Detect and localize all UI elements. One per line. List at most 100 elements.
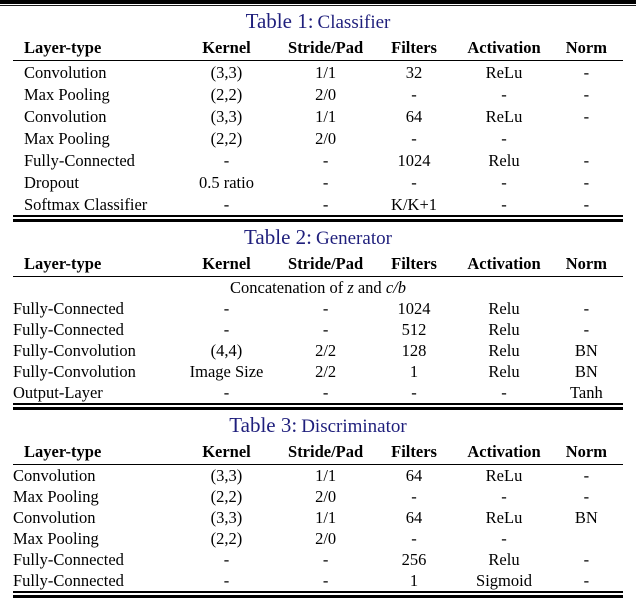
column-header-filters: Filters — [369, 441, 459, 465]
table-cell: - — [223, 150, 230, 170]
table-cell: BN — [574, 508, 598, 527]
column-header-stride-pad: Stride/Pad — [281, 253, 370, 277]
table-cell: (3,3) — [210, 466, 243, 485]
table-cell: Fully-Convolution — [13, 341, 136, 360]
table-1-caption: Table 1: Classifier — [13, 6, 623, 37]
table-cell — [550, 528, 623, 549]
table-row: Convolution (3,3) 1/1 64 ReLu BN — [13, 507, 623, 528]
table-cell: Relu — [488, 550, 520, 569]
table-cell: 2/0 — [315, 84, 337, 104]
table-cell: - — [223, 299, 230, 318]
table-cell: Max Pooling — [13, 529, 99, 548]
table-cell: - — [583, 84, 590, 104]
table-1-bottom-rule-thin — [13, 215, 623, 217]
table-row: Fully-Convolution (4,4) 2/2 128 Relu BN — [13, 340, 623, 361]
table-cell: - — [322, 550, 329, 569]
table-row: Convolution (3,3) 1/1 64 ReLu - — [13, 105, 623, 127]
table-cell: - — [501, 383, 507, 402]
table-cell: - — [223, 320, 230, 339]
table-cell: - — [583, 550, 590, 569]
table-cell: - — [583, 106, 590, 126]
table-cell: 512 — [401, 320, 427, 339]
table-cell: ReLu — [485, 106, 523, 126]
table-cell: 2/0 — [315, 529, 337, 548]
table-cell: (2,2) — [210, 487, 243, 506]
table-cell: Fully-Connected — [13, 550, 124, 569]
table-cell: 1024 — [397, 150, 431, 170]
table-cell: Max Pooling — [13, 487, 99, 506]
table-cell: - — [501, 529, 507, 548]
table-2-caption-title: Generator — [315, 228, 392, 249]
concatenation-cell: Concatenation of z and c/b — [13, 277, 623, 299]
table-row: Fully-Connected - - 1024 Relu - — [13, 149, 623, 171]
table-row: Max Pooling (2,2) 2/0 - - — [13, 528, 623, 549]
table-cell: 1/1 — [315, 106, 337, 126]
table-row: Fully-Connected - - 1024 Relu - — [13, 298, 623, 319]
table-3-caption-label: Table 3: — [229, 413, 298, 437]
generator-table: Layer-type Kernel Stride/Pad Filters Act… — [13, 253, 623, 403]
table-1-classifier-section: Table 1: Classifier Layer-type Kernel St… — [13, 6, 623, 222]
table-cell: Max Pooling — [24, 128, 110, 148]
table-cell: - — [501, 194, 507, 214]
column-header-filters: Filters — [369, 253, 459, 277]
table-cell: Output-Layer — [13, 383, 103, 402]
table-cell: ReLu — [485, 466, 523, 485]
table-cell: ReLu — [485, 62, 523, 82]
table-row: Dropout 0.5 ratio - - - - — [13, 171, 623, 193]
column-header-stride-pad: Stride/Pad — [281, 37, 370, 61]
column-header-layer-type: Layer-type — [13, 441, 172, 465]
table-cell: (3,3) — [210, 106, 243, 126]
concat-text: and — [353, 278, 386, 297]
table-cell: Convolution — [24, 106, 107, 126]
table-cell: - — [322, 383, 329, 402]
table-2-caption-label: Table 2: — [244, 225, 312, 249]
table-cell: (3,3) — [210, 62, 243, 82]
condition-variable-cb: c/b — [385, 278, 406, 297]
table-cell: 64 — [405, 466, 423, 485]
column-header-norm: Norm — [549, 37, 623, 61]
table-cell: - — [223, 383, 230, 402]
table-cell: - — [583, 299, 590, 318]
table-cell: Fully-Connected — [24, 150, 135, 170]
table-cell: - — [411, 84, 417, 104]
table-cell: 2/2 — [315, 362, 337, 381]
table-cell: (2,2) — [210, 128, 243, 148]
table-row: Max Pooling (2,2) 2/0 - - - — [13, 486, 623, 507]
classifier-table: Layer-type Kernel Stride/Pad Filters Act… — [13, 37, 623, 215]
table-cell: - — [583, 172, 590, 192]
table-cell: BN — [574, 341, 598, 360]
table-2-caption: Table 2: Generator — [13, 222, 623, 253]
table-cell: 256 — [401, 550, 427, 569]
table-row: Fully-Connected - - 1 Sigmoid - — [13, 570, 623, 591]
column-header-layer-type: Layer-type — [13, 37, 172, 61]
table-cell: Convolution — [13, 508, 96, 527]
table-cell: 2/2 — [315, 341, 337, 360]
table-3-bottom-rule-thin — [13, 591, 623, 593]
table-cell: - — [411, 128, 417, 148]
column-header-activation: Activation — [458, 441, 550, 465]
table-1-bottom-rule-thick — [13, 219, 623, 222]
column-header-filters: Filters — [369, 37, 459, 61]
classifier-header-row: Layer-type Kernel Stride/Pad Filters Act… — [13, 37, 623, 61]
table-row: Max Pooling (2,2) 2/0 - - — [13, 127, 623, 149]
column-header-norm: Norm — [549, 253, 623, 277]
table-3-discriminator-section: Table 3: Discriminator Layer-type Kernel… — [13, 410, 623, 598]
table-cell: - — [411, 172, 417, 192]
table-cell — [550, 127, 623, 149]
table-cell: ReLu — [485, 508, 523, 527]
table-3-caption-title: Discriminator — [301, 416, 407, 437]
table-cell: - — [322, 150, 329, 170]
column-header-kernel: Kernel — [171, 441, 282, 465]
table-cell: - — [583, 320, 590, 339]
table-cell: (2,2) — [210, 84, 243, 104]
table-cell: Relu — [488, 362, 520, 381]
table-cell: 1 — [409, 571, 419, 590]
column-header-activation: Activation — [458, 253, 550, 277]
table-cell: BN — [574, 362, 598, 381]
table-cell: 64 — [405, 106, 423, 126]
table-cell: 128 — [401, 341, 427, 360]
table-cell: (2,2) — [210, 529, 243, 548]
column-header-norm: Norm — [549, 441, 623, 465]
top-rule-thin-line — [0, 5, 636, 6]
